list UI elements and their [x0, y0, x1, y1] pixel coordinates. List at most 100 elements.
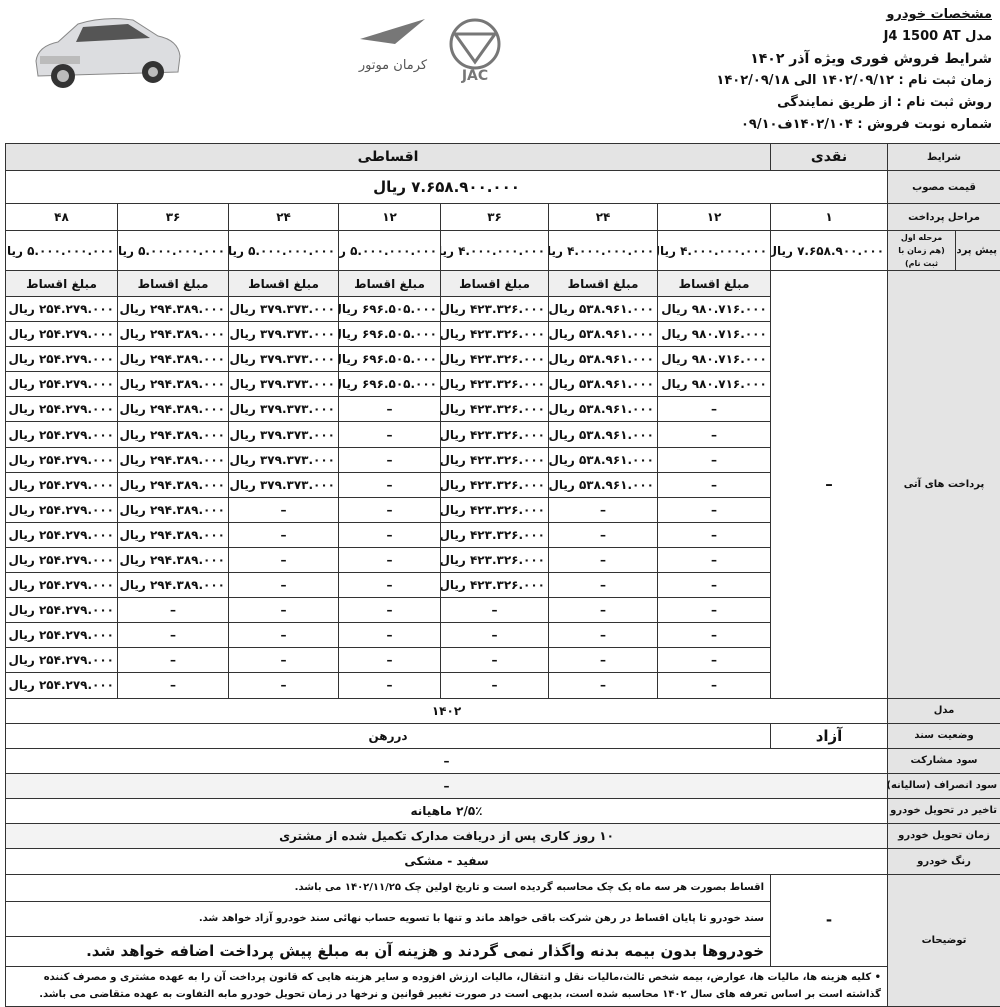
registration-method: روش ثبت نام : از طریق نمایندگی — [716, 92, 992, 114]
empty-dash: – — [339, 623, 441, 648]
installment-amount: ۵۳۸.۹۶۱.۰۰۰ ریال — [549, 347, 658, 372]
installment-amount: ۶۹۶.۵۰۵.۰۰۰ ریال — [339, 297, 441, 322]
empty-dash: – — [339, 397, 441, 422]
installment-amount: ۲۹۴.۳۸۹.۰۰۰ ریال — [118, 397, 229, 422]
note-4: • کلیه هزینه ها، مالیات ها، عوارض، بیمه … — [6, 966, 888, 1006]
sale-number: شماره نوبت فروش : ۱۴۰۲/۱۰۴ف۰۹/۱۰ — [716, 114, 992, 136]
document-header: مشخصات خودرو مدل J4 1500 AT شرایط فروش ف… — [716, 4, 992, 136]
installment-amount: ۴۲۳.۳۲۶.۰۰۰ ریال — [441, 372, 549, 397]
empty-dash: – — [549, 573, 658, 598]
installment-amount: ۵۳۸.۹۶۱.۰۰۰ ریال — [549, 322, 658, 347]
installment-amount: ۲۵۴.۲۷۹.۰۰۰ ریال — [6, 447, 118, 472]
header-title: مشخصات خودرو — [716, 4, 992, 26]
label-future-payments: پرداخت های آتی — [888, 271, 1000, 699]
installment-amount: ۶۹۶.۵۰۵.۰۰۰ ریال — [339, 322, 441, 347]
empty-dash: – — [658, 522, 771, 547]
empty-dash: – — [658, 623, 771, 648]
empty-dash: – — [658, 497, 771, 522]
installment-amount: ۵۳۸.۹۶۱.۰۰۰ ریال — [549, 472, 658, 497]
empty-dash: – — [339, 447, 441, 472]
installment-amount: ۹۸۰.۷۱۶.۰۰۰ ریال — [658, 372, 771, 397]
installment-amount: ۳۷۹.۳۷۳.۰۰۰ ریال — [229, 422, 339, 447]
installment-amount-header: مبلغ اقساط — [6, 271, 118, 297]
conditions-line: شرایط فروش فوری ویژه آذر ۱۴۰۲ — [716, 48, 992, 70]
installment-amount: ۲۹۴.۳۸۹.۰۰۰ ریال — [118, 422, 229, 447]
label-notes: توضیحات — [888, 874, 1000, 1006]
installment-amount: ۲۹۴.۳۸۹.۰۰۰ ریال — [118, 573, 229, 598]
car-image — [28, 6, 183, 96]
installment-amount: ۲۵۴.۲۷۹.۰۰۰ ریال — [6, 347, 118, 372]
plan-stages: ۳۶ — [118, 204, 229, 231]
empty-dash: – — [229, 623, 339, 648]
plan-stages: ۴۸ — [6, 204, 118, 231]
label-price: قیمت مصوب — [888, 171, 1000, 204]
participation-value: – — [6, 748, 888, 773]
label-doc-status: وضعیت سند — [888, 723, 1000, 748]
installment-amount: ۲۵۴.۲۷۹.۰۰۰ ریال — [6, 648, 118, 673]
label-color: رنگ خودرو — [888, 848, 1000, 874]
empty-dash: – — [549, 497, 658, 522]
installment-amount: ۲۹۴.۳۸۹.۰۰۰ ریال — [118, 372, 229, 397]
cash-prepayment: ۷.۶۵۸.۹۰۰.۰۰۰ ریال — [771, 231, 888, 271]
installment-amount: ۲۹۴.۳۸۹.۰۰۰ ریال — [118, 447, 229, 472]
empty-dash: – — [339, 422, 441, 447]
empty-dash: – — [658, 648, 771, 673]
installment-amount: ۲۹۴.۳۸۹.۰۰۰ ریال — [118, 472, 229, 497]
installment-amount: ۳۷۹.۳۷۳.۰۰۰ ریال — [229, 322, 339, 347]
brand-logos: کرمان موتور JAC — [355, 14, 515, 84]
empty-dash: – — [229, 573, 339, 598]
label-delay: تاخیر در تحویل خودرو — [888, 798, 1000, 823]
model-line: مدل J4 1500 AT — [716, 26, 992, 48]
installment-amount: ۴۲۳.۳۲۶.۰۰۰ ریال — [441, 497, 549, 522]
installment-amount: ۴۲۳.۳۲۶.۰۰۰ ریال — [441, 472, 549, 497]
empty-dash: – — [441, 673, 549, 698]
cash-header: نقدی — [771, 144, 888, 171]
empty-dash: – — [118, 673, 229, 698]
label-conditions: شرایط — [888, 144, 1000, 171]
installment-amount-header: مبلغ اقساط — [441, 271, 549, 297]
installment-amount-header: مبلغ اقساط — [229, 271, 339, 297]
label-first-stage: مرحله اول (هم زمان با ثبت نام) — [888, 231, 956, 271]
installment-amount: ۴۲۳.۳۲۶.۰۰۰ ریال — [441, 347, 549, 372]
installment-amount: ۴۲۳.۳۲۶.۰۰۰ ریال — [441, 397, 549, 422]
installment-amount: ۴۲۳.۳۲۶.۰۰۰ ریال — [441, 573, 549, 598]
installment-amount: ۳۷۹.۳۷۳.۰۰۰ ریال — [229, 472, 339, 497]
empty-dash: – — [339, 648, 441, 673]
empty-dash: – — [229, 648, 339, 673]
installment-amount-header: مبلغ اقساط — [549, 271, 658, 297]
cash-stages: ۱ — [771, 204, 888, 231]
installment-amount: ۶۹۶.۵۰۵.۰۰۰ ریال — [339, 347, 441, 372]
empty-dash: – — [549, 673, 658, 698]
doc-status-cash: آزاد — [771, 723, 888, 748]
empty-dash: – — [339, 673, 441, 698]
plan-prepayment: ۵.۰۰۰.۰۰۰.۰۰۰ ریال — [339, 231, 441, 271]
empty-dash: – — [658, 547, 771, 572]
installment-amount: ۵۳۸.۹۶۱.۰۰۰ ریال — [549, 297, 658, 322]
empty-dash: – — [339, 573, 441, 598]
installment-amount-header: مبلغ اقساط — [658, 271, 771, 297]
svg-text:کرمان موتور: کرمان موتور — [358, 58, 428, 73]
installment-amount: ۹۸۰.۷۱۶.۰۰۰ ریال — [658, 347, 771, 372]
registration-time: زمان ثبت نام : ۱۴۰۲/۰۹/۱۲ الی ۱۴۰۲/۰۹/۱۸ — [716, 70, 992, 92]
label-delivery: زمان تحویل خودرو — [888, 823, 1000, 848]
installment-amount: ۴۲۳.۳۲۶.۰۰۰ ریال — [441, 447, 549, 472]
empty-dash: – — [658, 673, 771, 698]
installment-header: اقساطی — [6, 144, 771, 171]
installment-amount: ۳۷۹.۳۷۳.۰۰۰ ریال — [229, 297, 339, 322]
installment-amount: ۲۹۴.۳۸۹.۰۰۰ ریال — [118, 497, 229, 522]
empty-dash: – — [549, 598, 658, 623]
cash-future: – — [771, 271, 888, 699]
plan-stages: ۱۲ — [658, 204, 771, 231]
installment-amount: ۲۹۴.۳۸۹.۰۰۰ ریال — [118, 297, 229, 322]
label-participation: سود مشارکت — [888, 748, 1000, 773]
delivery-value: ۱۰ روز کاری پس از دریافت مدارک تکمیل شده… — [6, 823, 888, 848]
svg-text:JAC: JAC — [461, 68, 488, 84]
installment-amount: ۲۵۴.۲۷۹.۰۰۰ ریال — [6, 497, 118, 522]
plan-stages: ۲۴ — [229, 204, 339, 231]
label-stages: مراحل پرداخت — [888, 204, 1000, 231]
empty-dash: – — [441, 648, 549, 673]
installment-amount: ۲۵۴.۲۷۹.۰۰۰ ریال — [6, 522, 118, 547]
notes-cash: - — [771, 874, 888, 966]
installment-amount: ۴۲۳.۳۲۶.۰۰۰ ریال — [441, 422, 549, 447]
installment-amount: ۳۷۹.۳۷۳.۰۰۰ ریال — [229, 397, 339, 422]
